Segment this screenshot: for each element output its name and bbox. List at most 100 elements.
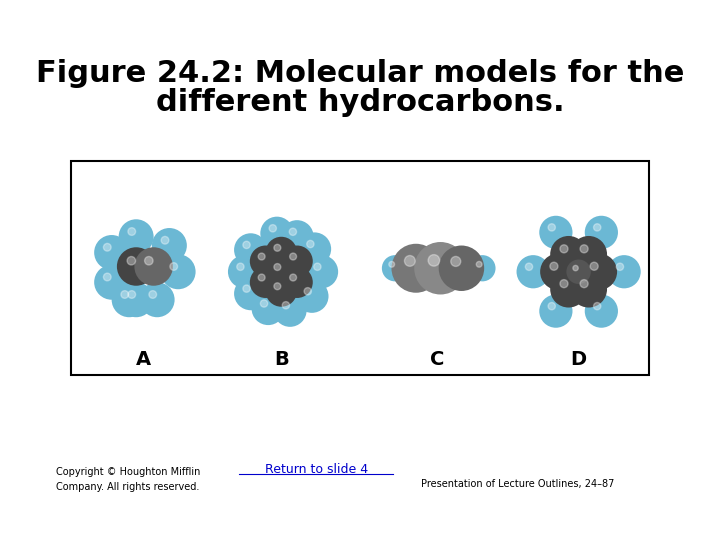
Circle shape <box>266 275 297 307</box>
Circle shape <box>112 282 147 317</box>
Circle shape <box>550 262 558 271</box>
Circle shape <box>152 228 187 263</box>
Circle shape <box>392 244 441 293</box>
Circle shape <box>149 291 156 298</box>
Circle shape <box>145 256 153 265</box>
Circle shape <box>282 246 312 277</box>
Circle shape <box>548 302 555 310</box>
Circle shape <box>573 265 578 271</box>
Circle shape <box>121 291 129 298</box>
Circle shape <box>243 241 250 248</box>
Circle shape <box>570 236 607 273</box>
Circle shape <box>307 240 314 248</box>
Circle shape <box>94 235 129 270</box>
Circle shape <box>305 255 338 288</box>
Circle shape <box>258 274 265 281</box>
Circle shape <box>261 217 294 250</box>
Circle shape <box>289 253 297 260</box>
Circle shape <box>266 256 297 287</box>
Circle shape <box>104 273 111 281</box>
Circle shape <box>127 256 135 265</box>
Circle shape <box>119 219 153 254</box>
Circle shape <box>251 292 285 325</box>
Circle shape <box>266 237 297 268</box>
Text: C: C <box>430 350 444 369</box>
Circle shape <box>274 244 281 251</box>
Text: Presentation of Lecture Outlines, 24–87: Presentation of Lecture Outlines, 24–87 <box>421 479 615 489</box>
Text: D: D <box>570 350 587 369</box>
Circle shape <box>170 262 178 271</box>
Circle shape <box>539 216 572 249</box>
Bar <box>71 161 649 375</box>
Circle shape <box>119 282 153 317</box>
Circle shape <box>274 264 281 271</box>
Circle shape <box>261 300 268 307</box>
Circle shape <box>382 255 408 281</box>
Text: Copyright © Houghton Mifflin
Company. All rights reserved.: Copyright © Houghton Mifflin Company. Al… <box>55 468 200 492</box>
Circle shape <box>548 224 555 231</box>
Circle shape <box>590 262 598 271</box>
Circle shape <box>295 280 328 313</box>
Circle shape <box>140 282 175 317</box>
Circle shape <box>580 253 617 290</box>
Circle shape <box>234 277 267 310</box>
Circle shape <box>250 267 282 298</box>
Circle shape <box>314 263 321 271</box>
Circle shape <box>451 256 461 266</box>
Circle shape <box>234 233 267 267</box>
Circle shape <box>304 288 312 295</box>
Circle shape <box>580 280 588 288</box>
Circle shape <box>560 245 568 253</box>
Circle shape <box>469 255 495 281</box>
Circle shape <box>526 263 533 271</box>
Circle shape <box>104 244 111 251</box>
Text: different hydrocarbons.: different hydrocarbons. <box>156 87 564 117</box>
Circle shape <box>94 265 129 300</box>
Circle shape <box>593 224 601 231</box>
Circle shape <box>250 246 282 277</box>
Circle shape <box>608 255 641 288</box>
Circle shape <box>161 237 168 244</box>
Circle shape <box>135 247 173 286</box>
Circle shape <box>438 246 484 291</box>
Circle shape <box>161 254 196 289</box>
Circle shape <box>282 301 289 309</box>
Circle shape <box>282 267 312 298</box>
Circle shape <box>539 294 572 328</box>
Circle shape <box>228 255 261 288</box>
Circle shape <box>550 236 587 273</box>
Circle shape <box>516 255 550 288</box>
Circle shape <box>570 271 607 308</box>
Circle shape <box>289 274 297 281</box>
Circle shape <box>476 261 482 267</box>
Text: Figure 24.2: Molecular models for the: Figure 24.2: Molecular models for the <box>36 59 684 87</box>
Circle shape <box>243 285 250 292</box>
Text: B: B <box>274 350 289 369</box>
Circle shape <box>128 291 135 298</box>
Circle shape <box>298 232 331 266</box>
Circle shape <box>560 280 568 288</box>
Circle shape <box>289 228 297 235</box>
Circle shape <box>128 228 135 235</box>
Circle shape <box>593 302 601 310</box>
Circle shape <box>405 255 415 266</box>
Circle shape <box>567 260 591 284</box>
Circle shape <box>269 225 276 232</box>
Circle shape <box>580 245 588 253</box>
Text: Return to slide 4: Return to slide 4 <box>265 463 368 476</box>
Circle shape <box>258 253 265 260</box>
Circle shape <box>274 294 307 327</box>
Circle shape <box>414 242 467 294</box>
Circle shape <box>550 271 587 308</box>
Circle shape <box>117 247 156 286</box>
Circle shape <box>274 283 281 290</box>
Circle shape <box>540 253 577 290</box>
Circle shape <box>585 216 618 249</box>
Circle shape <box>428 254 440 266</box>
Circle shape <box>389 261 395 267</box>
Circle shape <box>585 294 618 328</box>
Circle shape <box>280 220 314 253</box>
Circle shape <box>616 263 624 271</box>
Circle shape <box>237 263 244 271</box>
Text: A: A <box>135 350 150 369</box>
